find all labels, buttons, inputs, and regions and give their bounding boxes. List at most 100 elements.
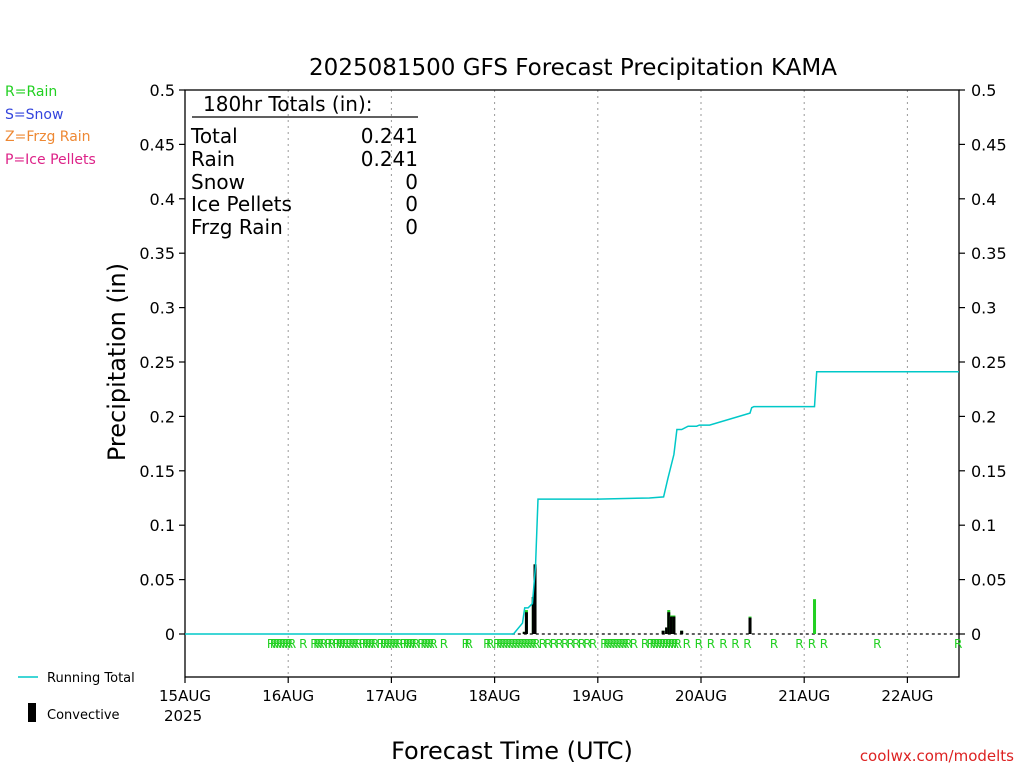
precip-type-marker: R <box>511 637 519 651</box>
precip-type-marker: R <box>313 637 321 651</box>
precip-type-marker: R <box>583 637 591 651</box>
y-tick-label-left: 0.05 <box>139 571 175 590</box>
precip-type-marker: R <box>618 637 626 651</box>
precip-type-marker: R <box>707 637 715 651</box>
precip-type-marker: R <box>523 637 531 651</box>
precip-type-marker: R <box>327 637 335 651</box>
precip-type-marker: R <box>665 637 673 651</box>
precip-type-marker: R <box>600 637 608 651</box>
precip-type-marker: R <box>420 637 428 651</box>
precip-type-marker: R <box>650 637 658 651</box>
precip-type-marker: R <box>465 637 473 651</box>
legend-snow: S=Snow <box>5 107 63 123</box>
precip-type-marker: R <box>285 637 293 651</box>
x-axis-label: Forecast Time (UTC) <box>391 737 633 765</box>
precip-type-marker: R <box>288 637 296 651</box>
y-tick-label-right: 0.45 <box>971 135 1007 154</box>
precip-type-marker: R <box>380 637 388 651</box>
legend-frzg-rain: Z=Frzg Rain <box>5 129 91 145</box>
y-tick-label-left: 0.45 <box>139 135 175 154</box>
precip-type-marker: R <box>795 637 803 651</box>
x-tick-label: 15AUG <box>159 687 211 705</box>
legend-bottom: Running Total Convective <box>18 671 135 723</box>
legend-ice-pellets: P=Ice Pellets <box>5 152 96 168</box>
precip-type-marker: R <box>267 637 275 651</box>
precip-type-marker: R <box>354 637 362 651</box>
y-tick-label-left: 0.5 <box>150 81 175 100</box>
y-tick-label-right: 0.5 <box>971 81 996 100</box>
precip-type-marker: R <box>276 637 284 651</box>
precip-type-marker: R <box>621 637 629 651</box>
precip-bar <box>813 599 817 634</box>
convective-bar <box>680 630 684 634</box>
precip-type-marker: R <box>282 637 290 651</box>
precip-type-marker: R <box>316 637 324 651</box>
precip-type-marker: R <box>310 637 318 651</box>
precip-type-marker: R <box>462 637 470 651</box>
precip-type-marker: R <box>299 637 307 651</box>
precip-type-marker: R <box>279 637 287 651</box>
legend-running-total-label: Running Total <box>47 671 135 686</box>
precip-type-marker: R <box>348 637 356 651</box>
precip-type-marker: R <box>392 637 400 651</box>
precip-type-marker: R <box>659 637 667 651</box>
totals-rain-label: Rain <box>191 147 235 171</box>
precip-type-marker: R <box>319 637 327 651</box>
precip-type-marker: R <box>526 637 534 651</box>
precip-type-marker: R <box>336 637 344 651</box>
precip-type-marker: R <box>615 637 623 651</box>
precip-type-marker: R <box>270 637 278 651</box>
precip-type-marker: R <box>502 637 510 651</box>
precip-type-marker: R <box>483 637 491 651</box>
y-tick-label-left: 0.1 <box>150 516 175 535</box>
y-tick-label-left: 0.25 <box>139 353 175 372</box>
precip-type-marker: R <box>409 637 417 651</box>
precip-type-marker: R <box>496 637 504 651</box>
precip-type-marker: R <box>662 637 670 651</box>
y-tick-label-right: 0.1 <box>971 516 996 535</box>
precip-type-marker: R <box>383 637 391 651</box>
x-tick-label: 20AUG <box>675 687 727 705</box>
x-tick-label: 17AUG <box>365 687 417 705</box>
precip-type-marker: R <box>517 637 525 651</box>
precip-type-marker: R <box>641 637 649 651</box>
y-tick-label-right: 0.4 <box>971 190 996 209</box>
precip-type-marker: R <box>624 637 632 651</box>
precip-type-marker: R <box>386 637 394 651</box>
x-tick-label: 19AUG <box>572 687 624 705</box>
totals-total-value: 0.241 <box>361 124 418 148</box>
precip-type-marker: R <box>345 637 353 651</box>
y-tick-label-right: 0.2 <box>971 407 996 426</box>
convective-bar <box>661 630 665 634</box>
convective-bar <box>533 564 537 634</box>
precip-type-marker: R <box>603 637 611 651</box>
precip-type-marker: R <box>493 637 501 651</box>
y-tick-label-left: 0 <box>165 625 175 644</box>
precip-type-marker: R <box>362 637 370 651</box>
precip-type-marker: R <box>954 637 962 651</box>
precip-type-marker: R <box>695 637 703 651</box>
y-tick-label-right: 0.15 <box>971 462 1007 481</box>
convective-bar <box>669 616 673 634</box>
precip-type-marker: R <box>403 637 411 651</box>
precip-type-marker: R <box>486 637 494 651</box>
precip-type-marker: R <box>400 637 408 651</box>
precip-type-marker: R <box>351 637 359 651</box>
precip-type-marker: R <box>505 637 513 651</box>
totals-snow-value: 0 <box>405 170 418 194</box>
totals-box: 180hr Totals (in): Total 0.241 Rain 0.24… <box>190 92 418 239</box>
precip-type-marker: R <box>719 637 727 651</box>
precip-type-marker: R <box>567 637 575 651</box>
y-tick-label-right: 0 <box>971 625 981 644</box>
x-year-label: 2025 <box>164 707 202 725</box>
legend-convective-swatch <box>28 703 36 722</box>
precip-type-marker: R <box>520 637 528 651</box>
y-tick-label-right: 0.3 <box>971 299 996 318</box>
precip-type-marker: R <box>656 637 664 651</box>
precip-type-marker: R <box>499 637 507 651</box>
precip-type-marker: R <box>426 637 434 651</box>
legend-convective-label: Convective <box>47 708 120 723</box>
convective-bar <box>531 597 535 634</box>
plot-frame <box>184 89 960 678</box>
precip-type-marker: R <box>324 637 332 651</box>
